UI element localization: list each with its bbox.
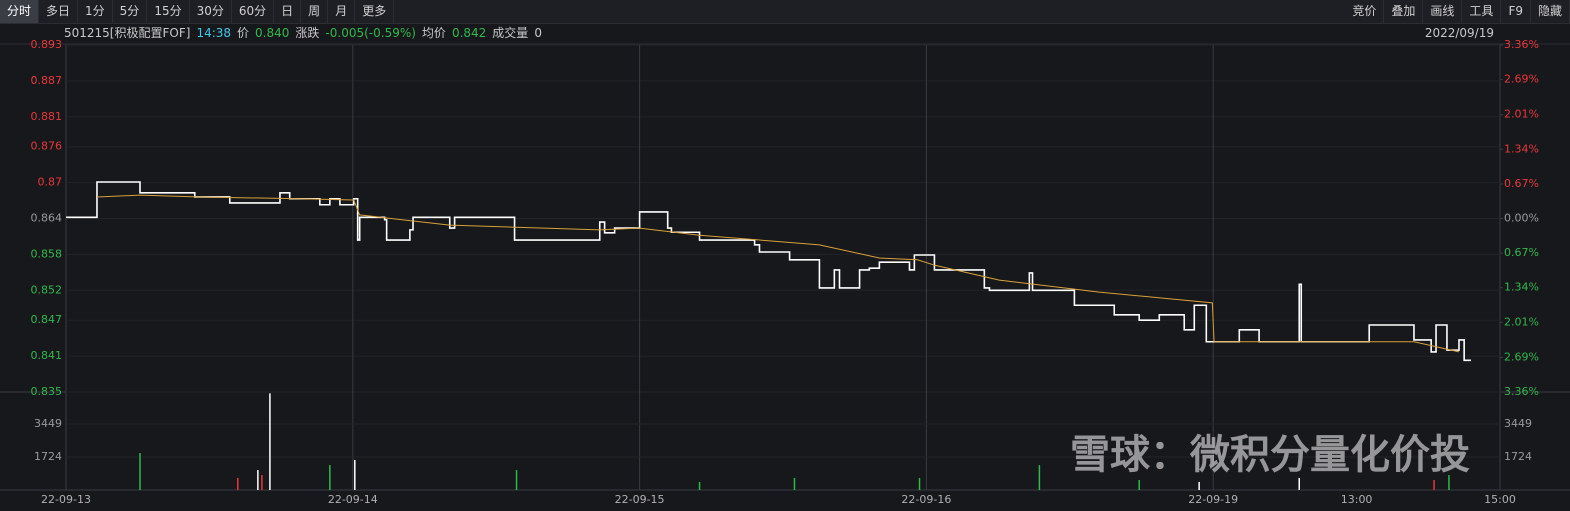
y2-tick-label: 2.69% — [1504, 350, 1539, 363]
tab[interactable]: 叠加 — [1384, 0, 1424, 23]
y-tick-label: 0.881 — [31, 110, 63, 123]
tab[interactable]: 5分 — [113, 0, 148, 23]
x-tick-label: 15:00 — [1484, 493, 1516, 506]
volume-bar — [269, 393, 271, 490]
volume-bar — [1433, 480, 1435, 490]
y2-tick-label: 0.67% — [1504, 177, 1539, 190]
x-tick-label: 22-09-14 — [328, 493, 378, 506]
volume-bar — [698, 481, 701, 490]
volume-bar — [918, 477, 921, 490]
y2-tick-label: 3449 — [1504, 417, 1532, 430]
y2-tick-label: 2.01% — [1504, 315, 1539, 328]
y2-tick-label: 1.34% — [1504, 142, 1539, 155]
tab[interactable]: 日 — [274, 0, 302, 23]
y-tick-label: 0.87 — [38, 176, 63, 189]
time: 14:38 — [196, 26, 232, 40]
tab[interactable]: 60分 — [232, 0, 275, 23]
y-tick-label: 3449 — [34, 417, 62, 430]
y2-tick-label: 0.00% — [1504, 212, 1539, 225]
x-tick-label: 13:00 — [1341, 493, 1373, 506]
tab[interactable]: 竞价 — [1345, 0, 1385, 23]
volume-bar — [257, 470, 259, 490]
y2-tick-label: 3.36% — [1504, 385, 1539, 398]
volume-bar — [1138, 480, 1140, 490]
y2-tick-label: 1.34% — [1504, 281, 1539, 294]
volume-bar — [1298, 477, 1300, 490]
price-line — [66, 181, 1472, 362]
tab[interactable]: 多日 — [39, 0, 79, 23]
tab[interactable]: 月 — [328, 0, 356, 23]
volume-bar — [354, 459, 356, 490]
change: -0.005(-0.59%) — [325, 26, 416, 40]
y-tick-label: 0.847 — [31, 313, 63, 326]
avg: 0.842 — [451, 26, 487, 40]
volume-bar — [1198, 481, 1200, 490]
date: 2022/09/19 — [1424, 26, 1494, 40]
period-tabs: 分时 多日 1分 5分 15分 30分 60分日周月更多 — [0, 0, 395, 23]
y-tick-label: 0.852 — [31, 283, 63, 296]
avg-label: 均价 — [421, 26, 446, 40]
tab[interactable]: 工具 — [1462, 0, 1502, 23]
volume-bar — [261, 475, 263, 490]
tab[interactable]: 15分 — [147, 0, 190, 23]
y2-tick-label: 2.69% — [1504, 73, 1539, 86]
y2-tick-label: 3.36% — [1504, 38, 1539, 51]
tab[interactable]: 周 — [301, 0, 329, 23]
x-tick-label: 22-09-15 — [615, 493, 665, 506]
volume: 0 — [534, 26, 542, 40]
price-line — [96, 194, 1460, 353]
y2-tick-label: 2.01% — [1504, 108, 1539, 121]
tab[interactable]: 分时 — [0, 0, 40, 23]
volume-label: 成交量 — [492, 26, 529, 40]
volume-bar — [1448, 475, 1450, 490]
volume-bar — [329, 465, 331, 490]
volume-bar — [139, 453, 141, 490]
y-tick-label: 1724 — [34, 450, 62, 463]
x-tick-label: 22-09-13 — [41, 493, 91, 506]
code: 501215[积极配置FOF] — [64, 26, 191, 40]
y-tick-label: 0.841 — [31, 349, 63, 362]
quote-header: 501215[积极配置FOF] 14:38 价 0.840 涨跌 -0.005(-0.59… — [0, 24, 1570, 42]
y-tick-label: 0.893 — [31, 38, 63, 51]
y-tick-label: 0.858 — [31, 247, 63, 260]
volume-bar — [237, 477, 239, 490]
y-tick-label: 0.876 — [31, 140, 63, 153]
tab[interactable]: 1分 — [78, 0, 113, 23]
change-label: 涨跌 — [295, 26, 320, 40]
volume-bar — [793, 477, 796, 490]
tab[interactable]: F9 — [1501, 0, 1531, 23]
volume-bar — [1038, 465, 1041, 490]
price: 0.840 — [255, 26, 290, 40]
watermark: 雪球：微积分量化价投 — [1070, 432, 1470, 478]
tab[interactable]: 更多 — [355, 0, 395, 23]
y2-tick-label: 0.67% — [1504, 246, 1539, 259]
tab[interactable]: 画线 — [1423, 0, 1463, 23]
y-tick-label: 0.887 — [31, 74, 63, 87]
price-label: 价 — [237, 26, 250, 40]
tool-tabs: 竞价 叠加 画线 工具 F9 隐藏 — [1345, 0, 1570, 23]
y-tick-label: 0.835 — [31, 385, 63, 398]
y-tick-label: 0.864 — [31, 212, 63, 225]
x-tick-label: 22-09-16 — [901, 493, 951, 506]
y2-tick-label: 1724 — [1504, 450, 1532, 463]
x-tick-label: 22-09-19 — [1188, 493, 1238, 506]
tab[interactable]: 隐藏 — [1531, 0, 1570, 23]
toolbar: 分时 多日 1分 5分 15分 30分 60分日周月更多 竞价 叠加 画线 工具 F9 隐藏 — [0, 0, 1570, 24]
volume-bar — [515, 470, 518, 490]
tab[interactable]: 30分 — [190, 0, 232, 23]
